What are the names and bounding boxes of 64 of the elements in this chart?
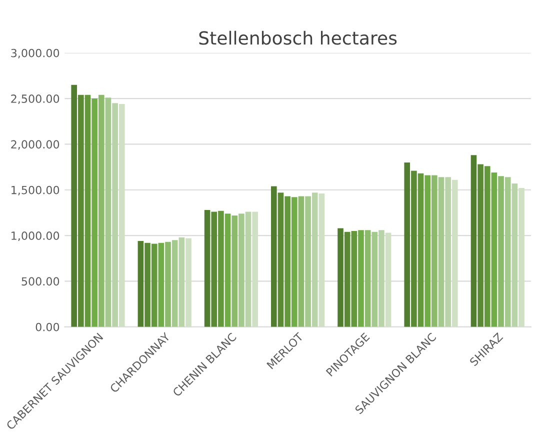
bar (424, 175, 430, 327)
bar (92, 98, 98, 327)
bar (378, 230, 384, 327)
bar (438, 177, 444, 327)
bar (238, 214, 244, 327)
bar (232, 215, 238, 327)
bar (491, 172, 498, 327)
bar (351, 230, 358, 327)
bar (144, 242, 150, 327)
bar (518, 188, 524, 327)
bar (404, 162, 410, 327)
bar (312, 192, 318, 327)
bar (498, 176, 504, 327)
bar (78, 94, 84, 327)
bar (484, 166, 490, 327)
chart-title: Stellenbosch hectares (199, 30, 397, 45)
bar (271, 186, 277, 327)
bar (364, 230, 371, 327)
bar (252, 212, 258, 327)
bar (284, 196, 290, 327)
bar (105, 98, 112, 327)
bar (478, 164, 484, 327)
y-tick-label: 500.00 (22, 277, 60, 286)
y-tick-label: 2,500.00 (11, 94, 60, 104)
bar (452, 180, 458, 327)
bar (112, 103, 118, 327)
y-tick-label: 2,000.00 (11, 140, 60, 150)
y-tick-label: 1,500.00 (12, 186, 60, 196)
bar (298, 196, 304, 327)
bar (432, 175, 438, 327)
bar (138, 241, 144, 327)
bar (71, 84, 77, 327)
bar (470, 155, 477, 327)
bar (211, 212, 218, 327)
bar (338, 228, 344, 327)
bar (291, 197, 298, 327)
bar (305, 196, 311, 327)
bar (151, 244, 158, 327)
bar (385, 232, 392, 327)
bar (372, 232, 378, 327)
bar (218, 210, 224, 327)
y-tick-label: 1,000.00 (12, 232, 60, 242)
bar (278, 192, 284, 327)
bar (118, 104, 125, 327)
bar (165, 242, 171, 327)
bar (204, 210, 210, 327)
bar (445, 177, 451, 327)
bar (344, 232, 350, 327)
bar (178, 237, 185, 327)
bar (245, 212, 252, 327)
bar (318, 194, 325, 327)
bar (98, 94, 104, 327)
bar (418, 173, 424, 327)
y-tick-label: 3,000.00 (11, 48, 60, 58)
y-tick-label: 0.00 (36, 322, 60, 332)
bar (84, 94, 91, 327)
bar (504, 177, 511, 327)
bar (358, 230, 364, 327)
bar (186, 238, 192, 327)
bar (411, 170, 417, 327)
bar (172, 240, 178, 327)
bar (158, 242, 164, 327)
bar (512, 183, 518, 327)
bar (224, 214, 231, 327)
